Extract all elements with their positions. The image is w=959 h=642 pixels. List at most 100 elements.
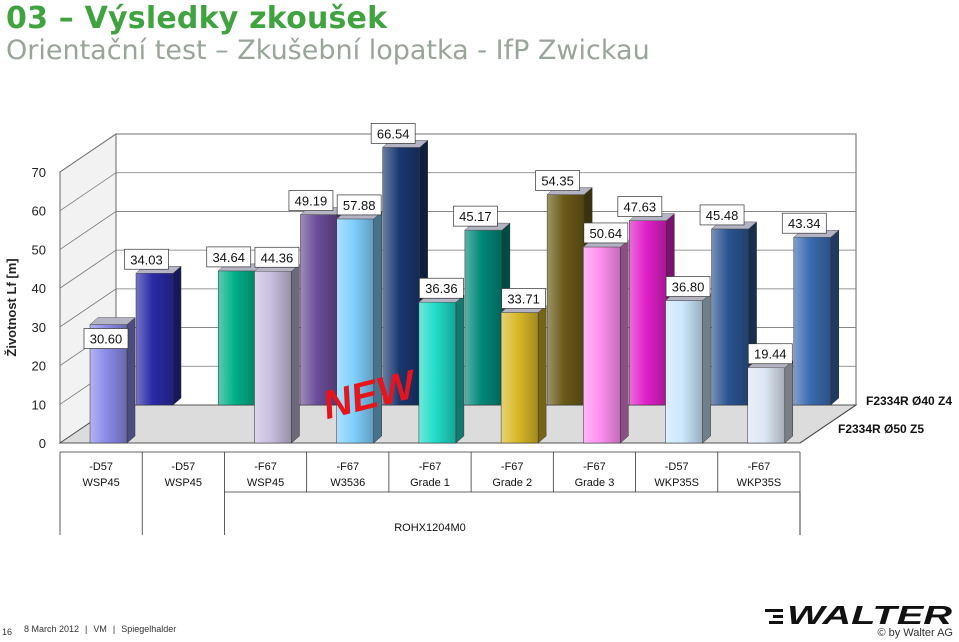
- y-tick-label: 70: [32, 165, 46, 180]
- data-label: 57.88: [343, 198, 376, 213]
- slide-subtitle: Orientační test – Zkušební lopatka - IfP…: [6, 35, 650, 66]
- y-tick-label: 20: [32, 359, 46, 374]
- walter-logo-text: WALTER: [787, 600, 952, 628]
- x-tick-label: W3536: [330, 477, 365, 489]
- x-tick-label: -D57: [665, 461, 689, 473]
- chart-floor-edge: [799, 404, 857, 444]
- data-label-box: [124, 248, 169, 270]
- footer-author-short: VM: [93, 624, 107, 634]
- x-tick-label: WSP45: [82, 477, 119, 489]
- data-label-box: [699, 204, 745, 226]
- bar: [500, 312, 539, 444]
- data-label: 66.54: [377, 126, 410, 141]
- x-tick-label: WKP35S: [654, 477, 699, 489]
- x-tick-label: WSP45: [165, 477, 202, 489]
- y-tick-label: 50: [32, 242, 46, 257]
- bar: [629, 220, 667, 406]
- data-label-box: [535, 170, 580, 191]
- data-label-box: [617, 196, 663, 217]
- bar: [464, 229, 503, 406]
- data-label-box: [665, 276, 711, 297]
- bar: [711, 228, 749, 406]
- data-label-box: [206, 246, 252, 268]
- data-label-box: [336, 194, 382, 216]
- data-label: 19.44: [754, 347, 787, 362]
- bar: [254, 271, 292, 444]
- data-label: 45.48: [706, 208, 739, 223]
- data-label: 34.64: [212, 250, 245, 265]
- footer-separator: |: [112, 624, 116, 634]
- bar: [135, 273, 174, 406]
- data-label: 47.63: [624, 200, 657, 215]
- data-label: 44.36: [261, 250, 294, 265]
- x-tick-label: -F67: [501, 461, 524, 473]
- walter-logo: WALTER: [765, 600, 952, 628]
- bar: [418, 301, 457, 444]
- footer-date: 8 March 2012: [24, 624, 80, 634]
- x-tick-label: -F67: [336, 461, 359, 473]
- bar-side: [702, 292, 711, 444]
- bar-side: [620, 239, 629, 444]
- series-label-back: F2334R Ø40 Z4: [866, 394, 952, 408]
- gridline: [59, 211, 856, 250]
- bar-side: [455, 294, 465, 444]
- data-label: 36.36: [425, 281, 458, 296]
- bar: [546, 194, 585, 406]
- page-number: 16: [2, 627, 13, 637]
- data-label-box: [781, 212, 827, 234]
- data-label: 50.64: [590, 226, 623, 241]
- x-tick-label: -F67: [583, 461, 606, 473]
- y-tick-label: 10: [32, 397, 46, 412]
- data-label-box: [419, 277, 464, 299]
- x-tick-label: Grade 2: [492, 477, 532, 489]
- gridline: [59, 133, 856, 173]
- bar-side: [830, 229, 840, 406]
- x-tick-label: -D57: [89, 461, 113, 473]
- bar-top: [89, 317, 136, 325]
- y-tick-label: 0: [39, 436, 46, 451]
- x-tick-label: -F67: [748, 461, 771, 473]
- x-tick-label: WKP35S: [737, 477, 782, 489]
- data-label: 43.34: [788, 216, 821, 231]
- data-label: 36.80: [672, 280, 705, 295]
- x-tick-label: -D57: [171, 461, 195, 473]
- data-label-box: [83, 328, 129, 349]
- bar: [583, 246, 621, 444]
- bar-side: [172, 265, 182, 406]
- gridline: [59, 172, 856, 212]
- x-tick-label: WSP45: [247, 477, 284, 489]
- category-group-label: ROHX1204M0: [394, 522, 466, 534]
- y-axis-label: Životnost Lf [m]: [4, 258, 19, 356]
- y-tick-label: 60: [32, 204, 46, 219]
- data-label-box: [583, 222, 629, 244]
- footer-author: Spiegelhalder: [121, 624, 177, 634]
- data-label-box: [501, 288, 546, 309]
- series-label-front: F2334R Ø50 Z5: [838, 422, 924, 436]
- bar-side: [291, 263, 300, 444]
- bar: [382, 147, 420, 406]
- bar-side: [784, 360, 794, 444]
- footer-info: 8 March 2012 | VM | Spiegelhalder: [24, 624, 176, 634]
- data-label-box: [453, 205, 498, 227]
- bar: [747, 367, 786, 444]
- x-tick-label: Grade 3: [575, 477, 615, 489]
- bar: [217, 270, 256, 406]
- data-label: 54.35: [541, 174, 574, 189]
- bar: [665, 300, 703, 444]
- data-label-box: [288, 190, 334, 211]
- data-label-box: [254, 246, 300, 268]
- data-label: 45.17: [459, 209, 492, 224]
- data-label: 33.71: [507, 291, 540, 306]
- x-tick-label: -F67: [419, 461, 442, 473]
- slide-title: 03 – Výsledky zkoušek: [6, 1, 388, 36]
- x-tick-label: -F67: [254, 461, 277, 473]
- bar-side: [537, 304, 547, 444]
- data-label-box: [747, 343, 793, 365]
- y-tick-label: 40: [32, 281, 46, 296]
- copyright: © by Walter AG: [877, 627, 953, 639]
- data-label: 34.03: [130, 252, 163, 267]
- footer-separator: |: [85, 624, 88, 634]
- data-label-box: [370, 123, 416, 144]
- data-label: 30.60: [90, 332, 123, 347]
- data-label: 49.19: [295, 194, 328, 209]
